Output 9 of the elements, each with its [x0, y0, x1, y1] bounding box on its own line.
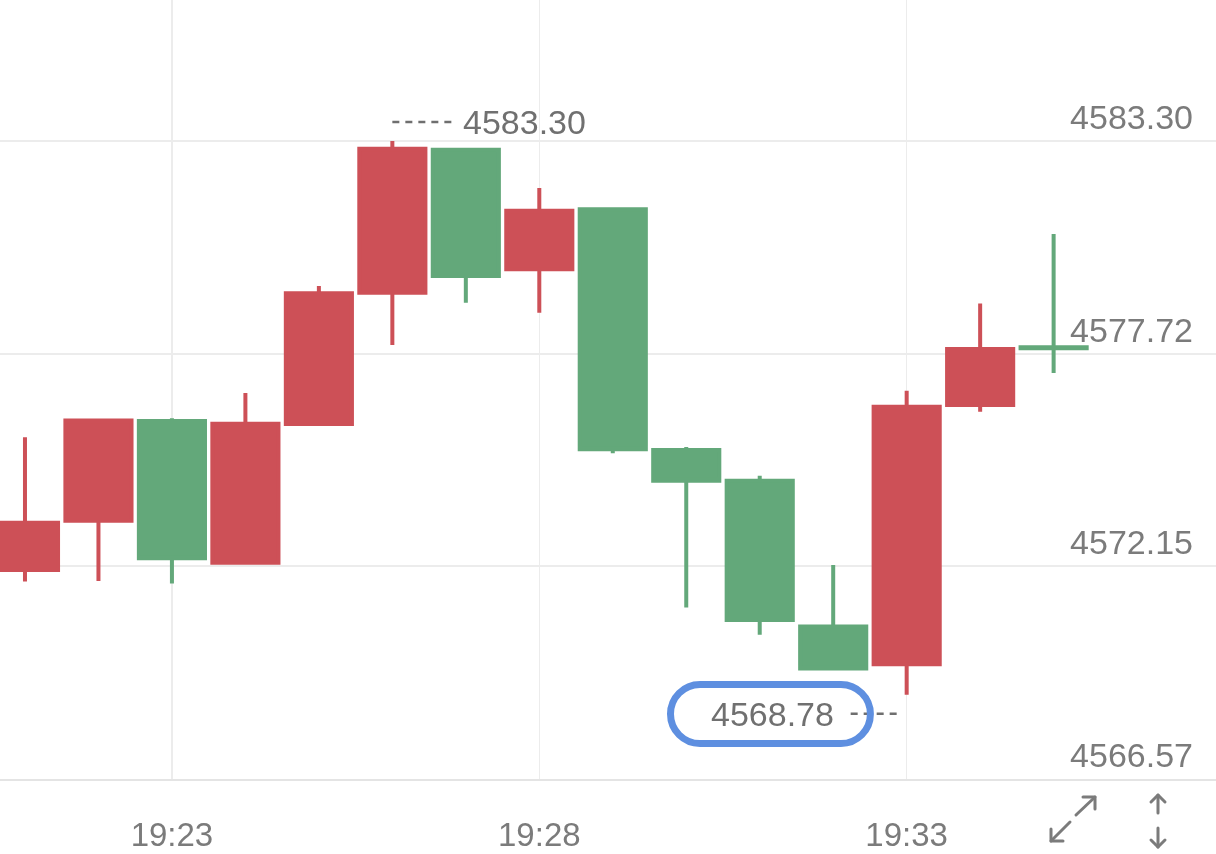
x-tick-label: 19:23 [130, 816, 214, 854]
annotation: 4583.30 [463, 103, 586, 141]
x-tick-label: 19:33 [865, 816, 948, 854]
y-tick-label: 4577.72 [1070, 310, 1193, 349]
annotation: 4568.78 [711, 695, 834, 733]
y-tick-label: 4566.57 [1070, 736, 1193, 775]
y-tick-label: 4583.30 [1070, 98, 1193, 137]
y-tick-label: 4572.15 [1070, 523, 1193, 562]
x-tick-label: 19:28 [498, 816, 581, 854]
